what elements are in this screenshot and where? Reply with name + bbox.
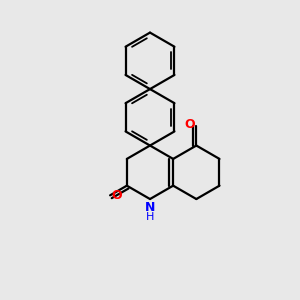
- Text: H: H: [146, 212, 154, 222]
- Text: O: O: [112, 189, 122, 202]
- Text: N: N: [145, 200, 155, 214]
- Text: O: O: [184, 118, 195, 131]
